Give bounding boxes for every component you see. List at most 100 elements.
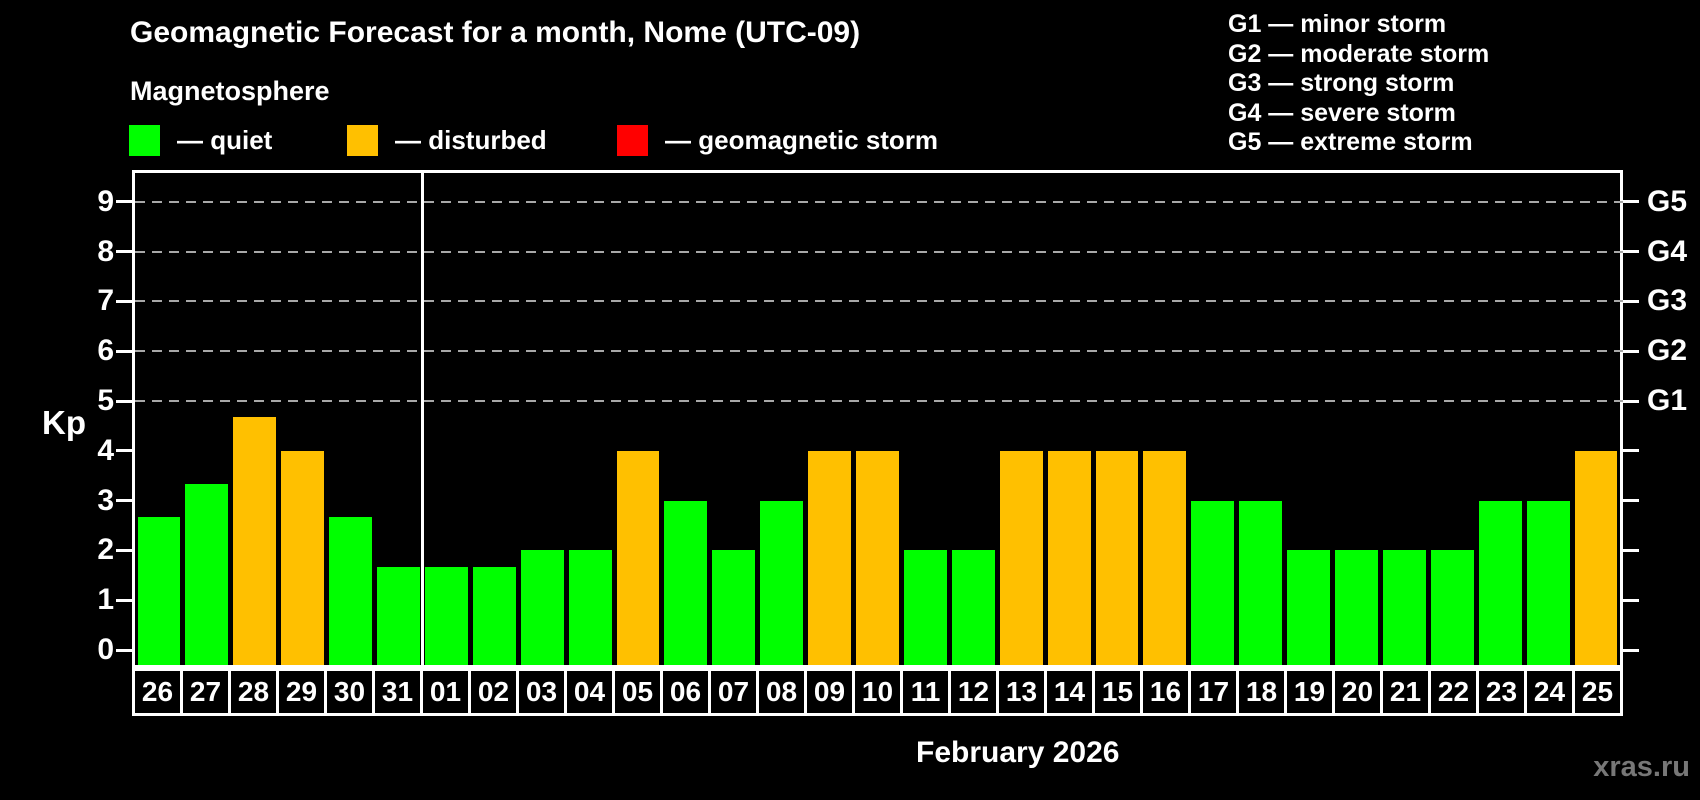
watermark: xras.ru	[1593, 751, 1690, 783]
x-axis-day-labels: 26 27 28 29 30 31 01 02 03 04 05 06 07 08 09 10 11 12 13 14…	[132, 668, 1623, 716]
bar-day-11	[903, 550, 947, 665]
y-axis-tick-label-1: 1	[97, 583, 114, 617]
legend-item-quiet: — quiet	[129, 123, 272, 157]
day-label-cell-28: 28	[228, 668, 279, 716]
bar-day-04	[568, 550, 612, 665]
y-axis-tick-right-8	[1623, 250, 1639, 254]
day-label-cell-23: 23	[1476, 668, 1527, 716]
day-label-cell-25: 25	[1572, 668, 1623, 716]
bar-day-29	[281, 450, 325, 665]
day-label-cell-11: 11	[900, 668, 951, 716]
day-label-cell-12: 12	[948, 668, 999, 716]
bar-day-30	[329, 517, 372, 665]
legend-item-disturbed: — disturbed	[347, 123, 547, 157]
bar-day-21	[1382, 550, 1426, 665]
bar-day-07	[712, 550, 756, 665]
y-axis-tick-label-8: 8	[97, 234, 114, 268]
day-label-cell-26: 26	[132, 668, 183, 716]
magnetosphere-label: Magnetosphere	[130, 76, 330, 106]
g-level-label-g3: G3	[1647, 284, 1688, 318]
day-label-cell-22: 22	[1428, 668, 1479, 716]
legend-item-storm: — geomagnetic storm	[617, 123, 938, 157]
storm-scale-item-g2: G2 — moderate storm	[1228, 39, 1490, 68]
bar-day-05	[616, 450, 660, 665]
g-level-label-g5: G5	[1647, 184, 1688, 218]
day-label-cell-10: 10	[852, 668, 903, 716]
g-level-label-g1: G1	[1647, 384, 1688, 417]
plot-area	[132, 170, 1636, 668]
y-axis-tick-left-6	[116, 349, 132, 353]
day-label-cell-06: 06	[660, 668, 711, 716]
y-axis-tick-label-9: 9	[97, 184, 114, 218]
month-separator-line	[420, 173, 424, 665]
day-label-cell-14: 14	[1044, 668, 1095, 716]
bar-day-09	[808, 450, 852, 665]
y-axis-tick-label-4: 4	[97, 433, 114, 467]
day-label-cell-31: 31	[372, 668, 423, 716]
day-label-cell-09: 09	[804, 668, 855, 716]
day-label-cell-19: 19	[1284, 668, 1335, 716]
y-axis-tick-label-3: 3	[97, 483, 114, 517]
bar-day-03	[520, 550, 564, 665]
storm-scale-item-g5: G5 — extreme storm	[1228, 128, 1473, 156]
gridline-kp9	[135, 200, 1636, 203]
quiet-color-swatch-icon	[129, 124, 160, 156]
bar-day-31	[377, 566, 420, 665]
bar-day-16	[1143, 450, 1187, 665]
y-axis-tick-right-1	[1623, 598, 1639, 602]
bar-day-23	[1478, 500, 1522, 665]
bar-day-24	[1526, 500, 1570, 665]
storm-scale-legend: G1 — minor storm G2 — moderate storm G3 …	[1228, 10, 1489, 158]
bar-day-22	[1430, 550, 1474, 665]
y-axis-tick-right-6	[1623, 349, 1639, 353]
bar-day-20	[1335, 550, 1378, 665]
day-label-cell-18: 18	[1236, 668, 1287, 716]
day-label-cell-03: 03	[516, 668, 567, 716]
storm-scale-item-g3: G3 — strong storm	[1228, 69, 1455, 97]
legend-label-disturbed: — disturbed	[395, 124, 547, 155]
chart-title: Geomagnetic Forecast for a month, Nome (…	[130, 16, 861, 49]
day-label-cell-02: 02	[468, 668, 519, 716]
day-label-cell-29: 29	[276, 668, 327, 716]
disturbed-color-swatch-icon	[347, 124, 378, 156]
g-level-label-g4: G4	[1647, 234, 1688, 268]
bar-day-28	[233, 417, 277, 665]
day-label-cell-07: 07	[708, 668, 759, 716]
bar-day-26	[137, 517, 181, 665]
day-label-cell-01: 01	[420, 668, 471, 716]
day-label-cell-04: 04	[564, 668, 615, 716]
storm-color-swatch-icon	[617, 124, 648, 156]
y-axis-title: Kp	[42, 404, 86, 441]
y-axis-tick-right-2	[1623, 548, 1639, 552]
storm-scale-item-g4: G4 — severe storm	[1228, 98, 1456, 127]
day-label-cell-27: 27	[180, 668, 231, 716]
day-label-cell-15: 15	[1092, 668, 1143, 716]
y-axis-tick-label-7: 7	[97, 284, 114, 318]
y-axis-tick-label-5: 5	[97, 384, 114, 417]
y-axis-tick-right-0	[1623, 648, 1639, 652]
y-axis-tick-left-4	[116, 449, 132, 453]
y-axis-tick-label-6: 6	[97, 334, 114, 368]
y-axis-tick-label-0: 0	[97, 633, 114, 666]
y-axis-tick-left-0	[116, 648, 132, 652]
bar-day-27	[185, 484, 229, 665]
bar-day-06	[664, 500, 708, 665]
y-axis-tick-left-2	[116, 548, 132, 552]
day-label-cell-30: 30	[324, 668, 375, 716]
storm-scale-item-g1: G1 — minor storm	[1228, 10, 1447, 38]
y-axis-tick-right-9	[1623, 200, 1639, 204]
bar-day-01	[424, 566, 468, 665]
y-axis-tick-right-4	[1623, 449, 1639, 453]
legend-label-storm: — geomagnetic storm	[665, 124, 939, 155]
gridline-kp6	[135, 350, 1636, 353]
y-axis-tick-left-8	[116, 250, 132, 254]
day-label-cell-05: 05	[612, 668, 663, 716]
bar-day-25	[1574, 450, 1618, 665]
bar-day-18	[1239, 500, 1283, 665]
y-axis-tick-left-9	[116, 200, 132, 204]
day-label-cell-08: 08	[756, 668, 807, 716]
bar-day-17	[1191, 500, 1235, 665]
bar-day-02	[472, 566, 516, 665]
day-label-cell-17: 17	[1188, 668, 1239, 716]
legend-label-quiet: — quiet	[177, 124, 273, 155]
